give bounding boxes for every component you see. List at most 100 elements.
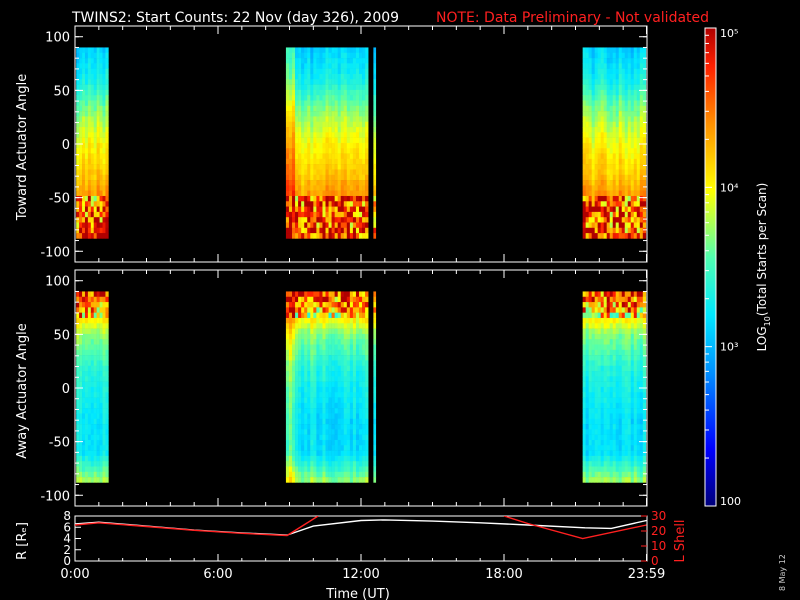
heatmap-cell: [102, 111, 106, 117]
heatmap-cell: [627, 365, 632, 372]
heatmap-cell: [612, 185, 617, 191]
heatmap-cell: [636, 455, 641, 462]
heatmap-cell: [337, 365, 342, 372]
heatmap-cell: [609, 73, 614, 80]
heatmap-cell: [615, 58, 620, 64]
heatmap-cell: [612, 201, 617, 207]
heatmap-cell: [582, 302, 586, 308]
heatmap-cell: [639, 95, 644, 101]
heatmap-cell: [373, 52, 377, 59]
heatmap-cell: [322, 323, 326, 329]
heatmap-cell: [301, 381, 305, 388]
heatmap-cell: [102, 121, 106, 128]
heatmap-cell: [340, 180, 345, 186]
heatmap-cell: [630, 439, 635, 446]
heatmap-cell: [292, 365, 296, 372]
heatmap-cell: [597, 137, 601, 144]
heatmap-cell: [343, 381, 348, 388]
heatmap-cell: [79, 445, 83, 451]
heatmap-cell: [642, 68, 647, 75]
heatmap-cell: [79, 339, 83, 345]
heatmap-cell: [582, 142, 586, 149]
heatmap-cell: [642, 58, 647, 64]
heatmap-cell: [630, 105, 635, 112]
heatmap-cell: [298, 63, 302, 69]
heatmap-cell: [82, 63, 86, 69]
heatmap-cell: [298, 376, 302, 382]
heatmap-cell: [642, 79, 647, 85]
heatmap-cell: [582, 445, 586, 451]
heatmap-cell: [295, 317, 299, 324]
heatmap-cell: [84, 402, 89, 409]
heatmap-cell: [82, 89, 86, 96]
heatmap-cell: [618, 169, 623, 176]
heatmap-cell: [603, 455, 608, 462]
heatmap-cell: [373, 477, 377, 483]
heatmap-cell: [618, 477, 623, 483]
heatmap-cell: [96, 206, 100, 213]
heatmap-cell: [316, 89, 320, 96]
heatmap-cell: [359, 360, 363, 367]
heatmap-cell: [343, 455, 348, 462]
heatmap-cell: [307, 307, 311, 313]
heatmap-cell: [588, 180, 592, 186]
heatmap-cell: [285, 434, 290, 441]
heatmap-cell: [594, 392, 598, 398]
heatmap-cell: [99, 52, 103, 59]
heatmap-cell: [627, 153, 632, 160]
heatmap-cell: [334, 397, 338, 404]
heatmap-cell: [99, 121, 103, 128]
heatmap-cell: [606, 439, 611, 446]
heatmap-cell: [612, 328, 617, 335]
heatmap-cell: [639, 174, 644, 181]
heatmap-cell: [316, 217, 320, 223]
heatmap-cell: [319, 339, 323, 345]
heatmap-cell: [606, 201, 611, 207]
heatmap-cell: [633, 158, 638, 165]
heatmap-cell: [316, 79, 320, 85]
heatmap-cell: [349, 365, 354, 372]
heatmap-cell: [295, 450, 299, 457]
heatmap-cell: [609, 323, 614, 329]
heatmap-cell: [340, 455, 345, 462]
heatmap-cell: [325, 355, 329, 361]
heatmap-cell: [319, 439, 323, 446]
heatmap-cell: [346, 371, 351, 377]
heatmap-cell: [340, 461, 345, 467]
heatmap-cell: [93, 477, 97, 483]
heatmap-cell: [79, 455, 83, 462]
heatmap-cell: [343, 312, 348, 319]
heatmap-cell: [331, 450, 335, 457]
heatmap-cell: [313, 429, 317, 435]
heatmap-cell: [639, 302, 644, 308]
heatmap-cell: [328, 127, 332, 133]
heatmap-cell: [84, 211, 89, 218]
heatmap-cell: [331, 413, 335, 420]
heatmap-cell: [365, 371, 369, 377]
heatmap-cell: [102, 402, 106, 409]
heatmap-cell: [639, 471, 644, 478]
heatmap-cell: [298, 355, 302, 361]
heatmap-cell: [591, 63, 595, 69]
heatmap-cell: [340, 100, 345, 107]
heatmap-cell: [349, 413, 354, 420]
heatmap-cell: [334, 84, 338, 91]
heatmap-cell: [102, 439, 106, 446]
heatmap-cell: [316, 371, 320, 377]
heatmap-cell: [319, 371, 323, 377]
heatmap-cell: [362, 174, 366, 181]
heatmap-cell: [600, 137, 605, 144]
heatmap-cell: [304, 392, 308, 398]
heatmap-cell: [585, 323, 589, 329]
heatmap-cell: [349, 323, 354, 329]
heatmap-cell: [93, 439, 97, 446]
heatmap-cell: [84, 89, 89, 96]
heatmap-cell: [322, 333, 326, 340]
heatmap-cell: [624, 201, 629, 207]
heatmap-cell: [319, 397, 323, 404]
heatmap-cell: [105, 127, 109, 133]
heatmap-cell: [585, 455, 589, 462]
heatmap-cell: [615, 365, 620, 372]
heatmap-cell: [612, 111, 617, 117]
heatmap-cell: [331, 429, 335, 435]
